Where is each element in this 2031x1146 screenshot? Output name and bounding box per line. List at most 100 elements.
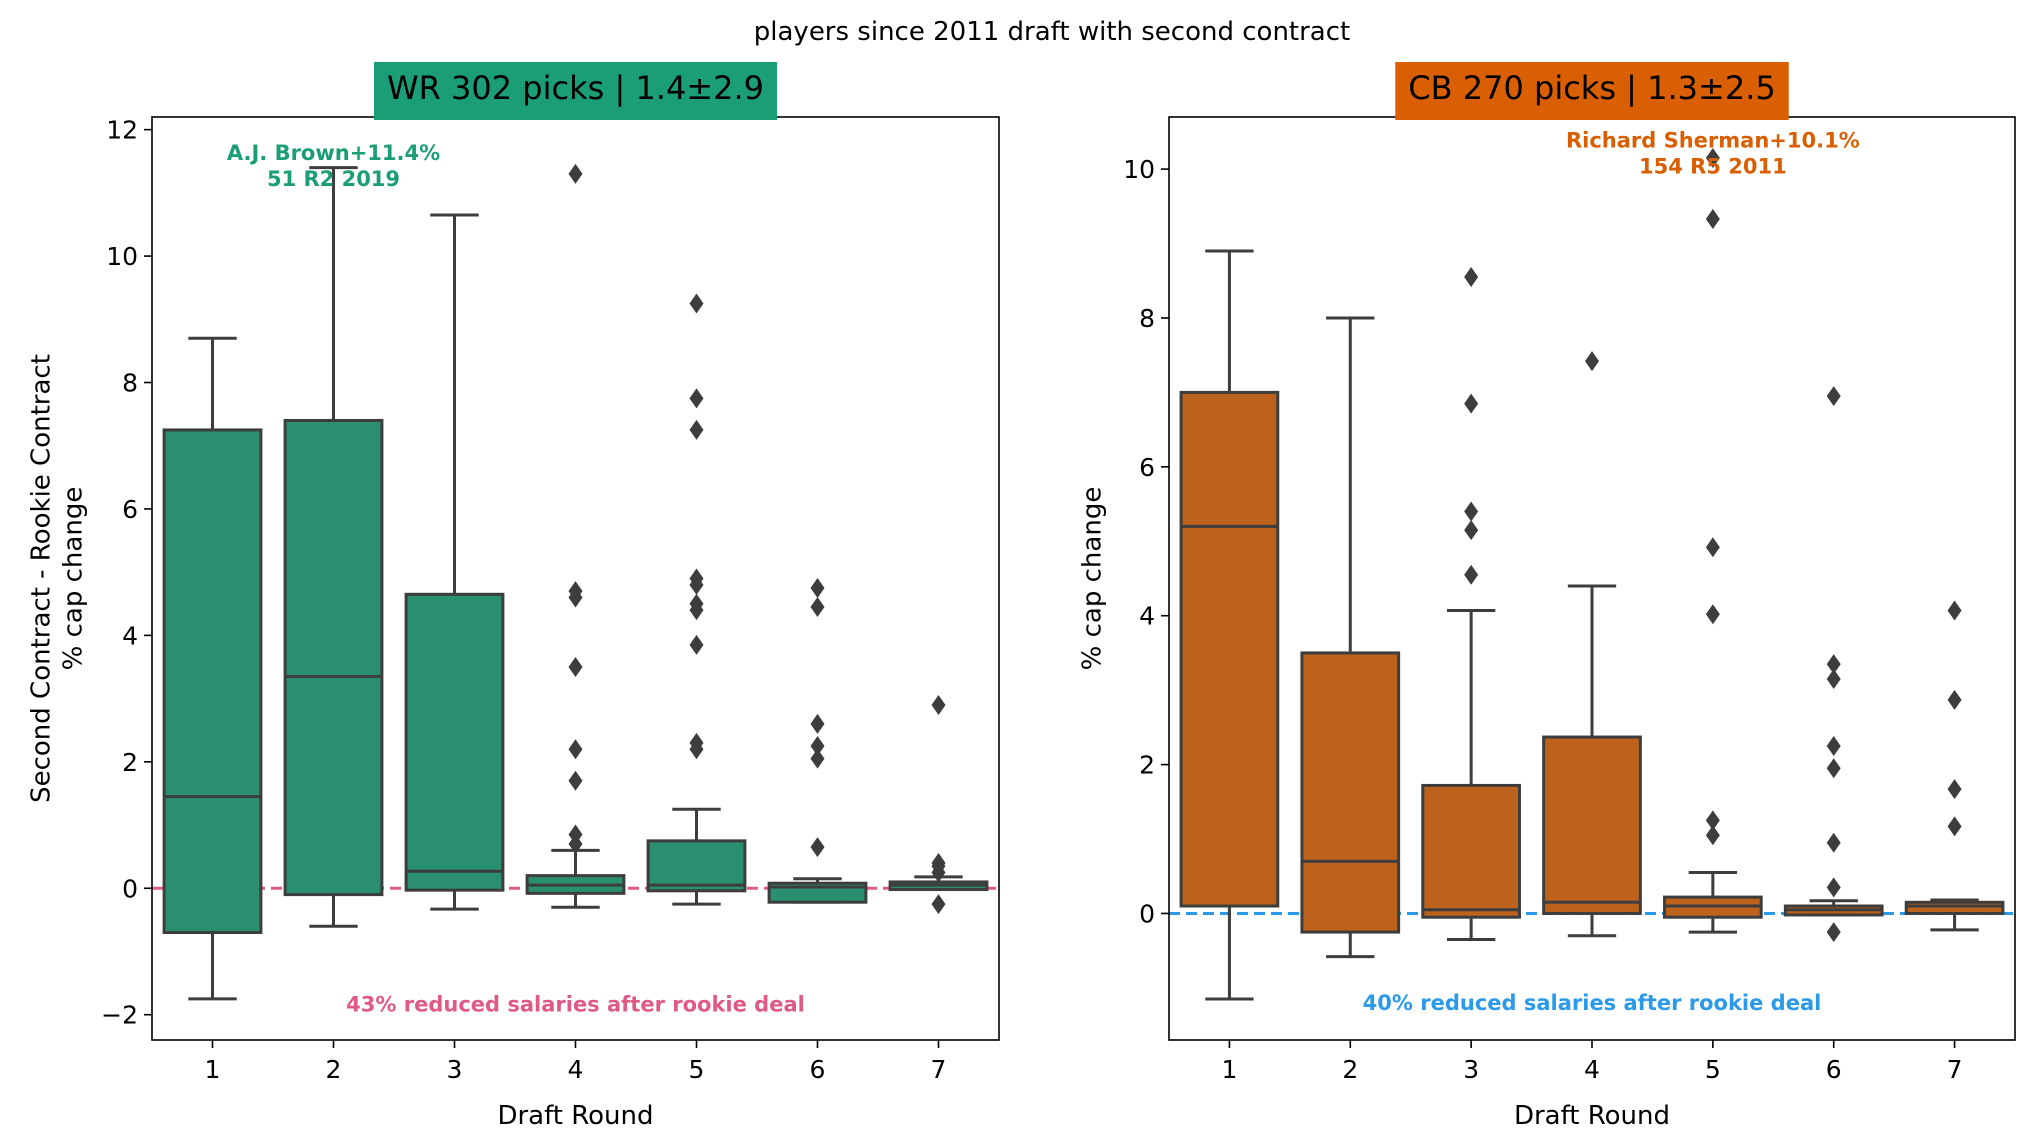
figure-title: players since 2011 draft with second con… <box>754 17 1350 47</box>
box-round-6 <box>1783 386 1884 943</box>
y-tick-label: 10 <box>1123 155 1155 184</box>
outlier-point <box>1705 825 1720 846</box>
box-round-2 <box>1300 316 1401 959</box>
outlier-point <box>568 657 583 678</box>
outlier-point <box>1464 564 1479 585</box>
outlier-point <box>810 577 825 598</box>
outlier-point <box>1705 537 1720 558</box>
box-iqr <box>1421 783 1521 919</box>
outlier-point <box>810 713 825 734</box>
y-tick-label: 2 <box>122 748 138 777</box>
box-round-5 <box>646 293 747 906</box>
top-annotation-line: Richard Sherman+10.1% <box>1566 129 1860 153</box>
box-round-1 <box>162 336 263 1001</box>
x-tick-label: 7 <box>931 1055 947 1084</box>
box-round-6 <box>767 577 868 904</box>
box-round-7 <box>888 694 989 915</box>
outlier-point <box>1826 877 1841 898</box>
y-tick-label: −2 <box>101 1001 138 1030</box>
outlier-point <box>1826 668 1841 689</box>
panel-title: CB 270 picks | 1.3±2.5 <box>1408 69 1775 107</box>
top-annotation-line: 154 R5 2011 <box>1639 155 1787 179</box>
box-iqr <box>646 839 747 893</box>
box-iqr <box>1300 651 1401 934</box>
outlier-point <box>1705 810 1720 831</box>
bottom-annotation: 40% reduced salaries after rookie deal <box>1363 991 1822 1015</box>
y-tick-label: 6 <box>1139 453 1155 482</box>
outlier-point <box>568 581 583 602</box>
outlier-point <box>1464 393 1479 414</box>
outlier-point <box>1826 386 1841 407</box>
x-tick-label: 6 <box>1826 1055 1842 1084</box>
outlier-point <box>1705 604 1720 625</box>
x-tick-label: 3 <box>447 1055 463 1084</box>
y-tick-label: 6 <box>122 495 138 524</box>
outlier-point <box>1826 922 1841 943</box>
outlier-point <box>689 568 704 589</box>
outlier-point <box>1947 816 1962 837</box>
x-tick-label: 2 <box>326 1055 342 1084</box>
outlier-point <box>1464 267 1479 288</box>
x-axis-label: Draft Round <box>1514 1101 1670 1131</box>
x-tick-label: 1 <box>205 1055 221 1084</box>
y-tick-label: 12 <box>106 116 138 145</box>
x-tick-label: 7 <box>1947 1055 1963 1084</box>
y-axis-label: % cap change <box>1078 487 1108 671</box>
x-tick-label: 4 <box>568 1055 584 1084</box>
outlier-point <box>1826 735 1841 756</box>
box-iqr <box>404 592 505 892</box>
box-round-4 <box>1542 351 1642 938</box>
outlier-point <box>1464 520 1479 541</box>
x-tick-label: 5 <box>689 1055 705 1084</box>
box-iqr <box>1904 900 2005 915</box>
outlier-point <box>810 736 825 757</box>
outlier-point <box>810 748 825 769</box>
outlier-point <box>568 163 583 184</box>
box-round-4 <box>525 163 626 909</box>
y-tick-label: 8 <box>122 369 138 398</box>
x-tick-label: 4 <box>1584 1055 1600 1084</box>
x-tick-label: 5 <box>1705 1055 1721 1084</box>
y-axis-label: % cap change <box>59 487 89 671</box>
box-round-1 <box>1179 249 1280 1001</box>
outlier-point <box>1826 832 1841 853</box>
outlier-point <box>810 837 825 858</box>
box-round-2 <box>283 166 384 928</box>
outlier-point <box>1585 351 1599 372</box>
box-round-3 <box>1421 267 1521 942</box>
box-round-7 <box>1904 600 2005 932</box>
x-tick-label: 1 <box>1221 1055 1237 1084</box>
y-tick-label: 4 <box>1139 602 1155 631</box>
outlier-point <box>1947 779 1962 800</box>
outlier-point <box>810 596 825 617</box>
y-tick-label: 4 <box>122 621 138 650</box>
outlier-point <box>931 894 946 915</box>
box-iqr <box>1179 390 1280 908</box>
x-tick-label: 2 <box>1342 1055 1358 1084</box>
y-tick-label: 10 <box>106 242 138 271</box>
outlier-point <box>1826 654 1841 675</box>
x-axis-label: Draft Round <box>497 1101 653 1131</box>
y-tick-label: 0 <box>1139 899 1155 928</box>
x-tick-label: 3 <box>1463 1055 1479 1084</box>
y-axis-label: Second Contract - Rookie Contract <box>27 354 57 803</box>
outlier-point <box>1947 600 1962 621</box>
outlier-point <box>568 739 583 760</box>
outlier-point <box>568 770 583 791</box>
box-iqr <box>162 428 263 935</box>
y-tick-label: 8 <box>1139 304 1155 333</box>
outlier-point <box>568 824 583 845</box>
panel-title-background <box>373 62 778 120</box>
y-tick-label: 2 <box>1139 751 1155 780</box>
panel-title-background <box>1395 62 1789 120</box>
top-annotation-line: A.J. Brown+11.4% <box>227 141 440 165</box>
outlier-point <box>689 419 704 440</box>
outlier-point <box>1826 758 1841 779</box>
box-round-3 <box>404 213 505 911</box>
box-round-5 <box>1663 147 1763 934</box>
outlier-point <box>1947 689 1962 710</box>
box-iqr <box>283 418 384 897</box>
